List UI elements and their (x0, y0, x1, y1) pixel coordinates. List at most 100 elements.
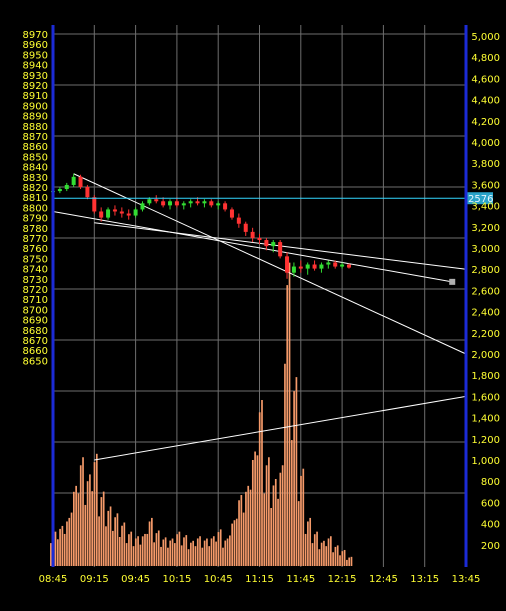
time-tick-label: 09:45 (121, 574, 150, 585)
volume-tick-label: 4,400 (471, 96, 500, 107)
volume-tick-label: 3,200 (471, 223, 500, 234)
volume-bar (309, 517, 312, 566)
time-tick-label: 09:15 (80, 574, 109, 585)
volume-bar (256, 455, 259, 566)
volume-bar (334, 546, 337, 566)
price-tick-label: 8920 (23, 81, 48, 92)
volume-bar (79, 465, 82, 566)
volume-bar (238, 500, 240, 566)
volume-tick-label: 1,400 (471, 414, 500, 425)
volume-bar (258, 412, 261, 566)
time-tick-label: 11:15 (245, 574, 274, 585)
price-tick-label: 8710 (23, 295, 48, 306)
volume-bar (185, 535, 188, 566)
volume-axis-labels: 200 400 600 800 1,000 1,200 1,400 1,600 1,800 2,0… (471, 32, 500, 552)
volume-bar (190, 542, 192, 566)
price-candles (51, 173, 351, 279)
volume-bar (178, 531, 181, 566)
price-marker-label: 2576 (468, 194, 493, 205)
volume-bar (128, 534, 130, 566)
candle-body (147, 199, 152, 204)
volume-bar (290, 440, 293, 566)
volume-bar (167, 547, 169, 566)
volume-tick-label: 2,200 (471, 329, 500, 340)
candle-body (119, 211, 124, 214)
price-tick-label: 8840 (23, 163, 48, 174)
candle-body (92, 197, 97, 212)
volume-bar (222, 547, 224, 566)
volume-bar (63, 533, 66, 566)
volume-bar (251, 460, 254, 566)
price-tick-label: 8730 (23, 275, 48, 286)
axes (51, 25, 468, 567)
candle-body (285, 256, 290, 273)
volume-bar (203, 540, 206, 566)
volume-bar (125, 543, 128, 566)
volume-tick-label: 5,000 (471, 32, 500, 43)
volume-bar (272, 485, 275, 566)
candle-body (78, 176, 83, 187)
candle-body (133, 209, 138, 216)
volume-bar (323, 540, 325, 566)
candle-body (340, 264, 345, 267)
candle-body (168, 201, 173, 206)
volume-bar (206, 538, 208, 566)
volume-bar (304, 533, 307, 566)
price-tick-label: 8670 (23, 336, 48, 347)
candle-body (71, 176, 76, 185)
volume-bar (318, 549, 321, 566)
time-tick-label: 13:45 (452, 574, 481, 585)
volume-bar (109, 506, 112, 566)
volume-bar (242, 512, 245, 566)
volume-bar (56, 539, 59, 566)
volume-bar (336, 545, 339, 566)
time-tick-label: 11:45 (286, 574, 315, 585)
volume-bar (187, 549, 190, 566)
price-tick-label: 8960 (23, 40, 48, 51)
price-tick-label: 8760 (23, 244, 48, 255)
volume-bar (212, 536, 215, 566)
volume-bar (194, 546, 197, 566)
volume-tick-label: 3,600 (471, 180, 500, 191)
volume-bar (148, 521, 151, 566)
price-tick-label: 8950 (23, 50, 48, 61)
volume-bar (215, 541, 217, 566)
price-tick-label: 8910 (23, 91, 48, 102)
volume-bar (141, 536, 144, 566)
candle-body (229, 209, 234, 218)
price-tick-label: 8680 (23, 326, 48, 337)
volume-bar (54, 531, 57, 566)
volume-bar (293, 391, 295, 566)
volume-bar (134, 538, 137, 566)
volume-bar (343, 549, 346, 566)
time-tick-label: 08:45 (39, 574, 68, 585)
volume-tick-label: 2,800 (471, 265, 500, 276)
volume-bar (114, 517, 116, 566)
volume-bar (235, 518, 238, 566)
volume-bar (329, 536, 332, 566)
candle-body (298, 266, 303, 269)
volume-bar (199, 536, 201, 566)
volume-tick-label: 3,800 (471, 159, 500, 170)
price-tick-label: 8700 (23, 305, 48, 316)
time-tick-label: 12:45 (369, 574, 398, 585)
time-axis-labels: 08:45 09:15 09:45 10:15 10:45 11:15 11:45 12:15… (39, 574, 481, 585)
volume-bar (339, 555, 341, 566)
volume-bar (61, 525, 64, 566)
price-tick-label: 8690 (23, 316, 48, 327)
volume-bar (284, 363, 286, 566)
candle-body (346, 264, 351, 268)
candle-body (257, 238, 262, 241)
candle-body (57, 189, 62, 192)
price-tick-label: 8940 (23, 61, 48, 72)
candle-body (161, 201, 166, 206)
volume-bar (151, 517, 153, 566)
volume-bar (325, 546, 328, 566)
volume-bar (139, 544, 142, 566)
volume-tick-label: 200 (481, 541, 500, 552)
price-tick-label: 8860 (23, 142, 48, 153)
price-tick-label: 8790 (23, 214, 48, 225)
volume-bar (73, 491, 75, 566)
price-tick-label: 8780 (23, 224, 48, 235)
candle-body (264, 240, 269, 247)
